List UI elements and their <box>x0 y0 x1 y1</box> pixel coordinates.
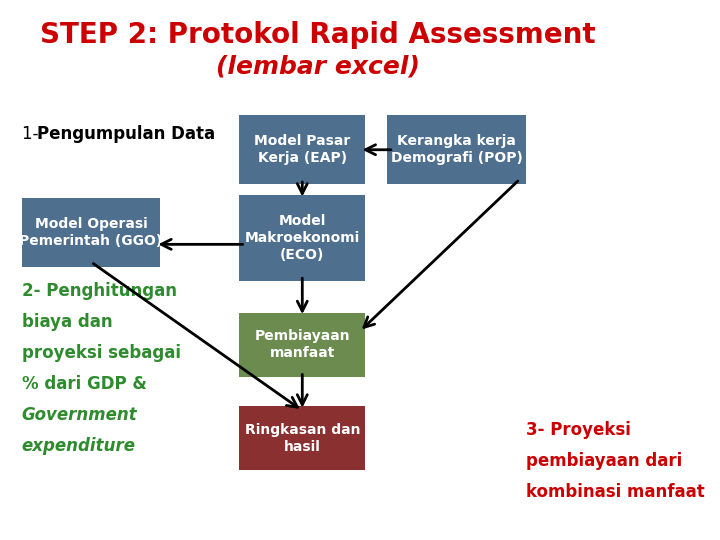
Text: biaya dan: biaya dan <box>22 313 112 332</box>
Text: 3- Proyeksi: 3- Proyeksi <box>526 421 631 440</box>
FancyBboxPatch shape <box>387 115 526 185</box>
Text: 2- Penghitungan: 2- Penghitungan <box>22 282 176 300</box>
Text: Model Pasar
Kerja (EAP): Model Pasar Kerja (EAP) <box>254 134 351 165</box>
Text: Pengumpulan Data: Pengumpulan Data <box>37 125 215 143</box>
Text: kombinasi manfaat: kombinasi manfaat <box>526 483 705 501</box>
Text: expenditure: expenditure <box>22 437 135 455</box>
Text: Ringkasan dan
hasil: Ringkasan dan hasil <box>245 423 360 454</box>
Text: Model Operasi
Pemerintah (GGO): Model Operasi Pemerintah (GGO) <box>19 217 163 248</box>
Text: Kerangka kerja
Demografi (POP): Kerangka kerja Demografi (POP) <box>391 134 523 165</box>
Text: (lembar excel): (lembar excel) <box>216 55 420 79</box>
Text: Government: Government <box>22 407 138 424</box>
FancyBboxPatch shape <box>239 406 365 470</box>
Text: proyeksi sebagai: proyeksi sebagai <box>22 345 181 362</box>
Text: Model
Makroekonomi
(ECO): Model Makroekonomi (ECO) <box>245 214 360 262</box>
FancyBboxPatch shape <box>22 198 161 267</box>
Text: pembiayaan dari: pembiayaan dari <box>526 453 683 470</box>
Text: % dari GDP &: % dari GDP & <box>22 375 147 393</box>
Text: 1-: 1- <box>22 125 43 143</box>
Text: Pembiayaan
manfaat: Pembiayaan manfaat <box>254 329 350 361</box>
FancyBboxPatch shape <box>239 313 365 377</box>
FancyBboxPatch shape <box>239 115 365 185</box>
Text: STEP 2: Protokol Rapid Assessment: STEP 2: Protokol Rapid Assessment <box>40 21 596 49</box>
FancyBboxPatch shape <box>239 195 365 281</box>
